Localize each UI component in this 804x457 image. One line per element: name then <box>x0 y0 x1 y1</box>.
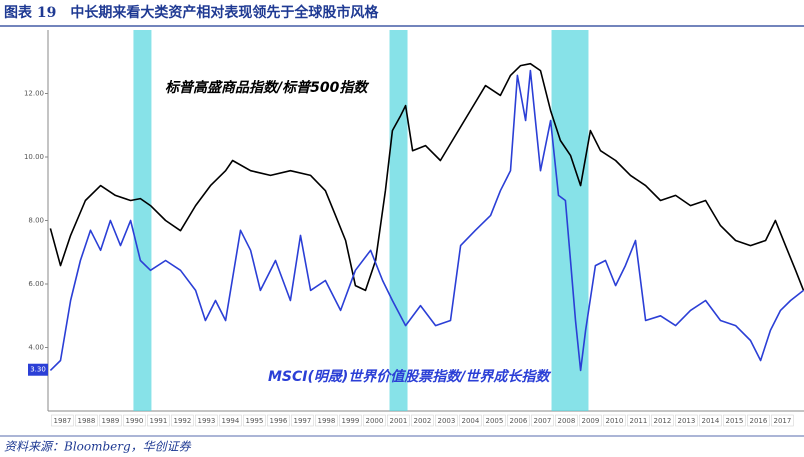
x-tick-label: 1993 <box>197 417 215 425</box>
x-tick-box <box>603 414 626 427</box>
x-tick-box <box>483 414 506 427</box>
current-value-label: 3.30 <box>30 366 46 374</box>
x-tick-label: 1999 <box>341 417 359 425</box>
x-tick-box <box>147 414 170 427</box>
x-tick-label: 1997 <box>293 417 311 425</box>
x-tick-label: 2004 <box>461 417 479 425</box>
x-tick-box <box>723 414 746 427</box>
x-tick-box <box>675 414 698 427</box>
x-tick-label: 2010 <box>605 417 623 425</box>
x-tick-label: 2001 <box>389 417 407 425</box>
x-tick-label: 1988 <box>77 417 95 425</box>
shaded-period <box>551 30 589 411</box>
x-tick-label: 1994 <box>221 417 239 425</box>
x-tick-label: 2007 <box>533 417 551 425</box>
x-tick-box <box>579 414 602 427</box>
current-value-box <box>28 363 48 376</box>
x-tick-label: 2000 <box>365 417 383 425</box>
x-tick-label: 2015 <box>725 417 743 425</box>
x-tick-box <box>315 414 338 427</box>
x-tick-box <box>171 414 194 427</box>
x-tick-box <box>243 414 266 427</box>
series-line <box>49 69 804 372</box>
x-tick-label: 2014 <box>701 417 719 425</box>
x-tick-label: 1991 <box>149 417 167 425</box>
x-tick-label: 2008 <box>557 417 575 425</box>
x-tick-label: 2003 <box>437 417 455 425</box>
y-tick-label: 6.00 <box>28 280 44 288</box>
shaded-period <box>133 30 152 411</box>
series-label: MSCI(明晟)世界价值股票指数/世界成长指数 <box>268 368 551 385</box>
chart-title: 图表 19 中长期来看大类资产相对表现领先于全球股市风格 <box>4 4 379 21</box>
x-tick-label: 1990 <box>125 417 143 425</box>
x-tick-box <box>411 414 434 427</box>
source: 资料来源：Bloomberg，华创证券 <box>4 440 192 454</box>
x-tick-label: 1987 <box>53 417 71 425</box>
x-tick-box <box>267 414 290 427</box>
x-tick-label: 1995 <box>245 417 263 425</box>
x-tick-box <box>771 414 794 427</box>
x-tick-box <box>99 414 122 427</box>
x-tick-box <box>651 414 674 427</box>
x-tick-box <box>459 414 482 427</box>
x-tick-label: 2017 <box>773 417 791 425</box>
x-tick-label: 2013 <box>677 417 695 425</box>
x-tick-box <box>339 414 362 427</box>
x-tick-box <box>627 414 650 427</box>
series-label: 标普高盛商品指数/标普500指数 <box>165 79 369 96</box>
x-tick-label: 2006 <box>509 417 527 425</box>
x-tick-label: 2005 <box>485 417 503 425</box>
x-tick-label: 1989 <box>101 417 119 425</box>
shaded-period <box>389 30 408 411</box>
x-tick-label: 1996 <box>269 417 287 425</box>
x-tick-label: 2016 <box>749 417 767 425</box>
x-tick-box <box>435 414 458 427</box>
y-tick-label: 8.00 <box>28 217 44 225</box>
x-tick-box <box>219 414 242 427</box>
y-tick-label: 12.00 <box>24 90 44 98</box>
x-tick-box <box>531 414 554 427</box>
x-tick-label: 2011 <box>629 417 647 425</box>
y-tick-label: 10.00 <box>24 153 44 161</box>
y-tick-label: 4.00 <box>28 344 44 352</box>
x-tick-box <box>195 414 218 427</box>
x-tick-box <box>291 414 314 427</box>
x-tick-box <box>507 414 530 427</box>
x-tick-box <box>123 414 146 427</box>
x-tick-label: 2009 <box>581 417 599 425</box>
x-tick-box <box>699 414 722 427</box>
x-tick-box <box>363 414 386 427</box>
x-tick-box <box>51 414 74 427</box>
x-tick-label: 1992 <box>173 417 191 425</box>
x-tick-label: 1998 <box>317 417 335 425</box>
x-tick-box <box>747 414 770 427</box>
x-tick-box <box>555 414 578 427</box>
x-tick-box <box>75 414 98 427</box>
x-tick-label: 2002 <box>413 417 431 425</box>
x-tick-label: 2012 <box>653 417 671 425</box>
x-tick-box <box>387 414 410 427</box>
series-line <box>49 62 804 292</box>
